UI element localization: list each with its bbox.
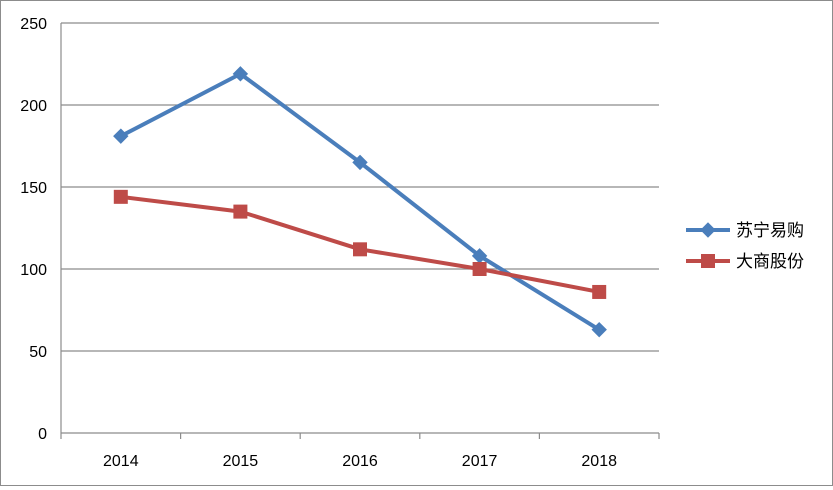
x-tick-label: 2017 — [462, 453, 498, 470]
data-point — [592, 284, 607, 299]
legend-swatch-marker — [701, 254, 715, 268]
y-tick-label: 150 — [20, 180, 47, 197]
data-point — [472, 262, 487, 276]
x-axis-tick-labels: 2014 2015 2016 2017 2018 — [103, 453, 617, 470]
legend-swatch-marker — [700, 222, 716, 238]
y-axis-tick-labels: 0 50 100 150 200 250 — [20, 16, 47, 443]
y-tick-label: 0 — [38, 426, 47, 443]
data-point — [353, 242, 367, 257]
x-tick-label: 2016 — [342, 453, 378, 470]
data-point — [591, 321, 607, 338]
legend-label: 苏宁易购 — [736, 221, 804, 241]
series-1 — [113, 189, 607, 299]
legend-item: 大商股份 — [686, 252, 804, 272]
data-point — [113, 128, 129, 144]
data-point — [352, 154, 368, 171]
y-tick-label: 200 — [20, 98, 47, 115]
x-tick-label: 2014 — [103, 453, 139, 470]
y-tick-label: 100 — [20, 262, 47, 279]
legend-label: 大商股份 — [736, 252, 804, 272]
grid-lines — [61, 22, 659, 352]
series-line — [118, 71, 602, 332]
data-point — [232, 66, 249, 82]
data-point — [113, 189, 128, 204]
x-tick-label: 2015 — [223, 453, 259, 470]
axes — [60, 23, 660, 439]
x-tick-label: 2018 — [581, 453, 617, 470]
data-point — [233, 204, 248, 219]
series-0 — [113, 66, 607, 338]
legend-item: 苏宁易购 — [686, 221, 804, 241]
series-lines — [113, 66, 607, 338]
y-tick-label: 50 — [29, 344, 47, 361]
y-tick-label: 250 — [20, 16, 47, 33]
